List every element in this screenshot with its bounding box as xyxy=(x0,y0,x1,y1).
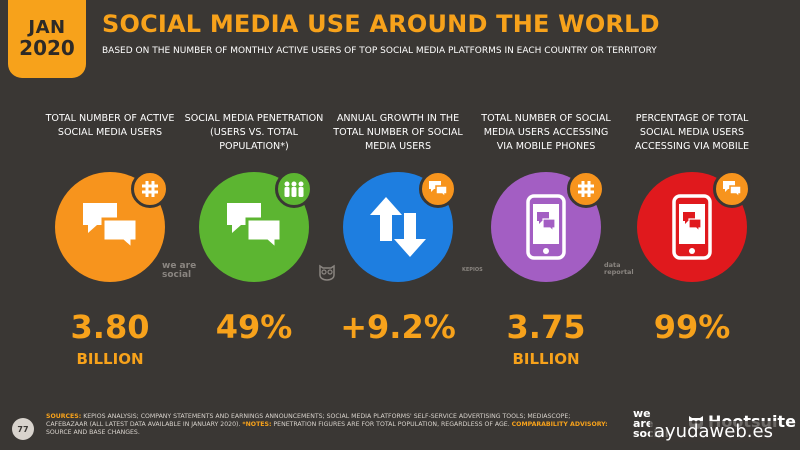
date-month: JAN xyxy=(28,17,66,39)
mobile-phone-icon xyxy=(526,194,566,260)
date-badge: JAN 2020 xyxy=(8,0,86,78)
stat-value: 99% xyxy=(653,308,731,346)
stat-annual-growth: ANNUAL GROWTH IN THE TOTAL NUMBER OF SOC… xyxy=(328,112,468,368)
badge xyxy=(419,170,457,208)
stat-value: 3.80 xyxy=(70,308,150,346)
stat-label: PERCENTAGE OF TOTAL SOCIAL MEDIA USERS A… xyxy=(634,113,750,152)
source-logo-datareportal: data reportal xyxy=(604,261,634,276)
stat-circle xyxy=(199,170,313,282)
owl-icon xyxy=(319,264,335,281)
sources-label: SOURCES: xyxy=(46,413,82,420)
advisory-label: COMPARABILITY ADVISORY: xyxy=(511,421,608,428)
mobile-phone-icon xyxy=(672,194,712,260)
footer-sources: SOURCES: KEPIOS ANALYSIS; COMPANY STATEM… xyxy=(46,413,611,437)
source-logo-was: we are social xyxy=(162,261,197,280)
page-number: 77 xyxy=(12,418,34,440)
stat-value: 3.75 xyxy=(506,308,586,346)
sources-text: KEPIOS ANALYSIS; COMPANY STATEMENTS AND … xyxy=(46,413,571,428)
stat-label: SOCIAL MEDIA PENETRATION (USERS vs. TOTA… xyxy=(184,113,324,152)
stat-active-users: TOTAL NUMBER OF ACTIVE SOCIAL MEDIA USER… xyxy=(40,112,180,368)
notes-text: PENETRATION FIGURES ARE FOR TOTAL POPULA… xyxy=(273,421,510,428)
stat-label: ANNUAL GROWTH IN THE TOTAL NUMBER OF SOC… xyxy=(333,113,463,152)
chat-bubbles-icon xyxy=(83,203,139,253)
hashtag-icon xyxy=(578,181,594,197)
watermark: ayudaweb.es xyxy=(650,421,777,442)
stat-circle xyxy=(55,170,169,282)
chat-icon xyxy=(723,181,742,199)
badge xyxy=(713,170,751,208)
stat-penetration: SOCIAL MEDIA PENETRATION (USERS vs. TOTA… xyxy=(184,112,324,368)
stat-value: 49% xyxy=(215,308,293,346)
badge xyxy=(131,170,169,208)
hashtag-icon xyxy=(142,181,158,197)
source-logo-kepios: KEPIOS xyxy=(462,267,483,273)
stat-label: TOTAL NUMBER OF SOCIAL MEDIA USERS ACCES… xyxy=(481,113,611,152)
page-subtitle: BASED ON THE NUMBER OF MONTHLY ACTIVE US… xyxy=(102,46,657,56)
stat-circle xyxy=(343,170,457,282)
stat-unit: BILLION xyxy=(76,350,144,368)
people-icon xyxy=(284,181,304,197)
date-year: 2020 xyxy=(19,35,75,60)
badge xyxy=(567,170,605,208)
stat-mobile-percentage: PERCENTAGE OF TOTAL SOCIAL MEDIA USERS A… xyxy=(622,112,762,368)
stat-circle xyxy=(637,170,751,282)
stat-label: TOTAL NUMBER OF ACTIVE SOCIAL MEDIA USER… xyxy=(45,113,175,138)
advisory-text: SOURCE AND BASE CHANGES. xyxy=(46,429,140,436)
notes-label: *NOTES: xyxy=(242,421,272,428)
badge xyxy=(275,170,313,208)
up-down-arrows-icon xyxy=(370,197,426,257)
stat-value: +9.2% xyxy=(340,308,456,346)
chat-bubbles-icon xyxy=(227,203,283,253)
page-title: SOCIAL MEDIA USE AROUND THE WORLD xyxy=(102,10,660,38)
stat-unit: BILLION xyxy=(512,350,580,368)
stat-circle xyxy=(491,170,605,282)
stat-mobile-users: TOTAL NUMBER OF SOCIAL MEDIA USERS ACCES… xyxy=(476,112,616,368)
chat-icon xyxy=(429,181,448,199)
